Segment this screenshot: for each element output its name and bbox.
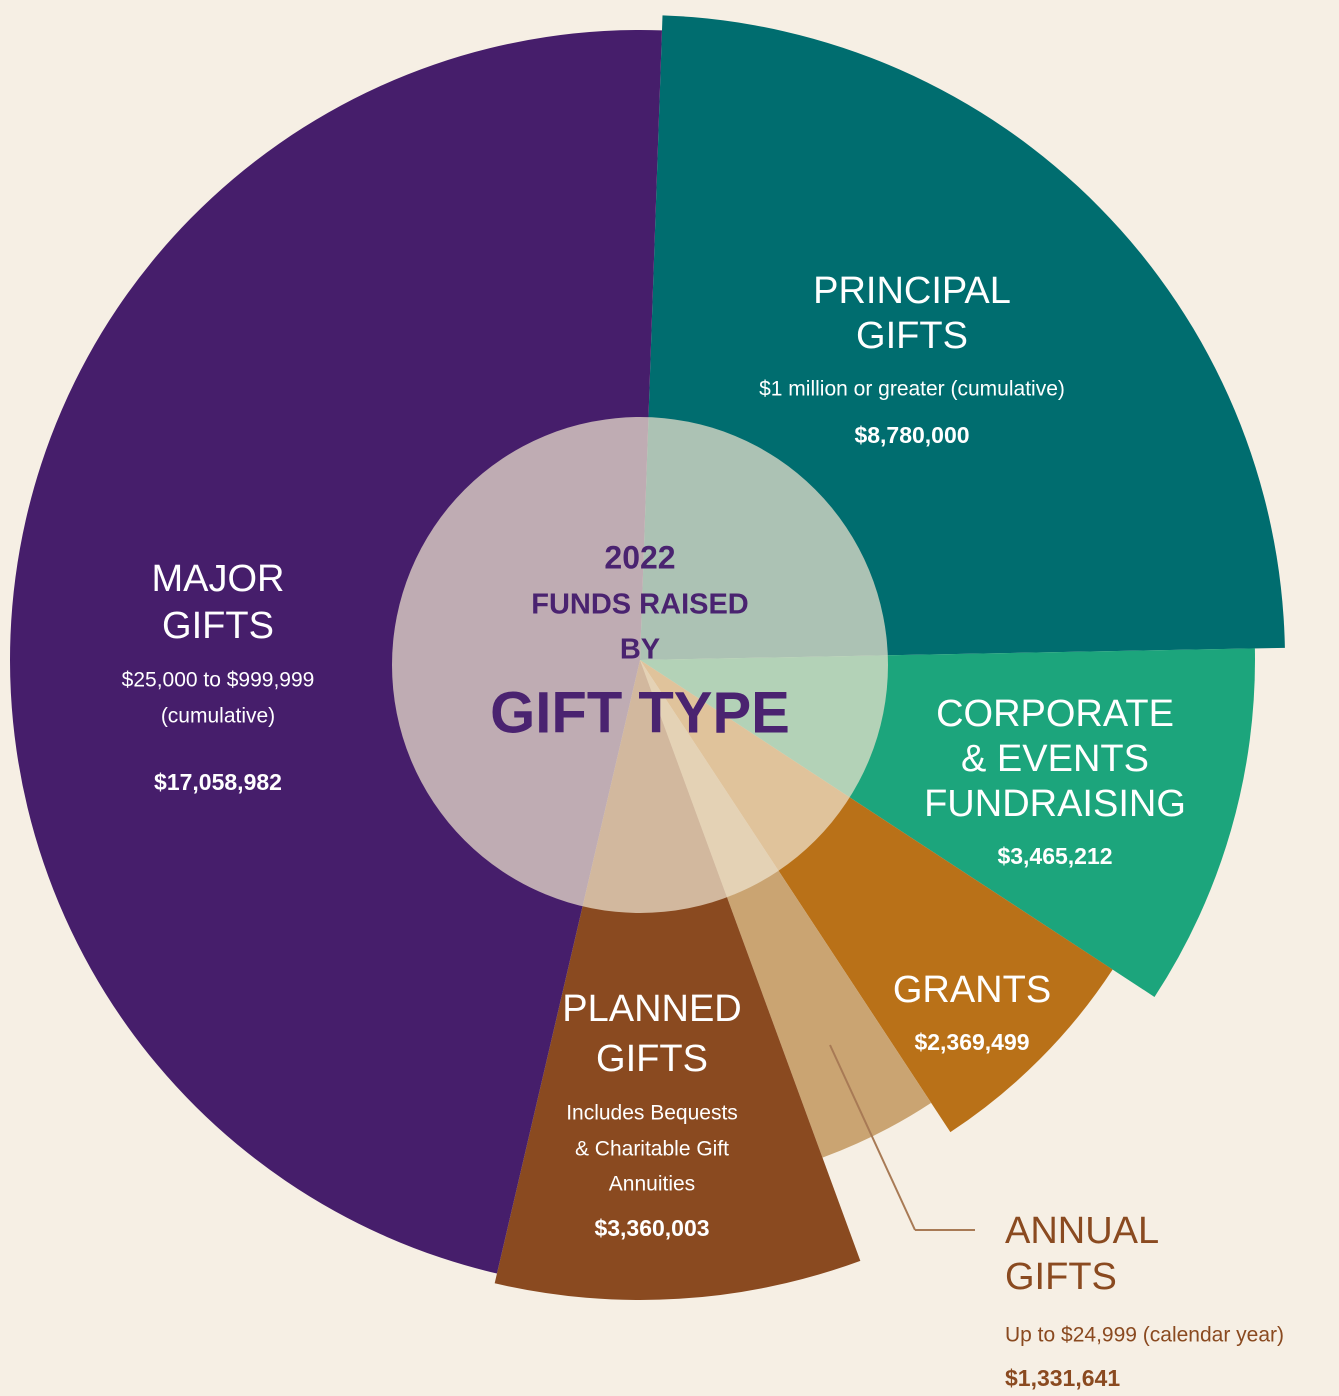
- note-label: Up to $24,999 (calendar year): [1005, 1324, 1284, 1347]
- note-label: (cumulative): [161, 705, 275, 728]
- category-label: FUNDRAISING: [924, 783, 1186, 825]
- category-label: GIFTS: [596, 1038, 708, 1080]
- subtitle: FUNDS RAISED: [531, 589, 749, 621]
- subtitle: BY: [620, 634, 660, 666]
- value-label: $3,465,212: [997, 843, 1112, 869]
- value-label: $17,058,982: [154, 769, 282, 795]
- category-label: GRANTS: [893, 969, 1051, 1011]
- leader-line: [829, 1044, 916, 1231]
- category-label: PRINCIPAL: [813, 270, 1011, 312]
- center-circle: [392, 417, 888, 913]
- category-label: ANNUAL: [1005, 1210, 1159, 1252]
- slice: [10, 30, 662, 1274]
- value-label: $2,369,499: [914, 1029, 1029, 1055]
- value-label: $8,780,000: [854, 422, 969, 448]
- slice: [494, 660, 861, 1300]
- value-label: $1,331,641: [1005, 1365, 1120, 1391]
- category-label: CORPORATE: [936, 693, 1174, 735]
- subtitle: 2022: [604, 539, 675, 575]
- category-label: GIFTS: [856, 315, 968, 357]
- note-label: $25,000 to $999,999: [122, 669, 315, 692]
- category-label: GIFTS: [162, 605, 274, 647]
- chart-title: GIFT TYPE: [490, 680, 790, 745]
- value-label: $3,360,003: [594, 1215, 709, 1241]
- note-label: Annuities: [609, 1173, 695, 1196]
- category-label: & EVENTS: [961, 738, 1149, 780]
- category-label: PLANNED: [562, 988, 742, 1030]
- category-label: GIFTS: [1005, 1256, 1117, 1298]
- category-label: MAJOR: [152, 558, 285, 600]
- note-label: $1 million or greater (cumulative): [759, 378, 1065, 401]
- note-label: & Charitable Gift: [575, 1138, 729, 1161]
- note-label: Includes Bequests: [566, 1102, 738, 1125]
